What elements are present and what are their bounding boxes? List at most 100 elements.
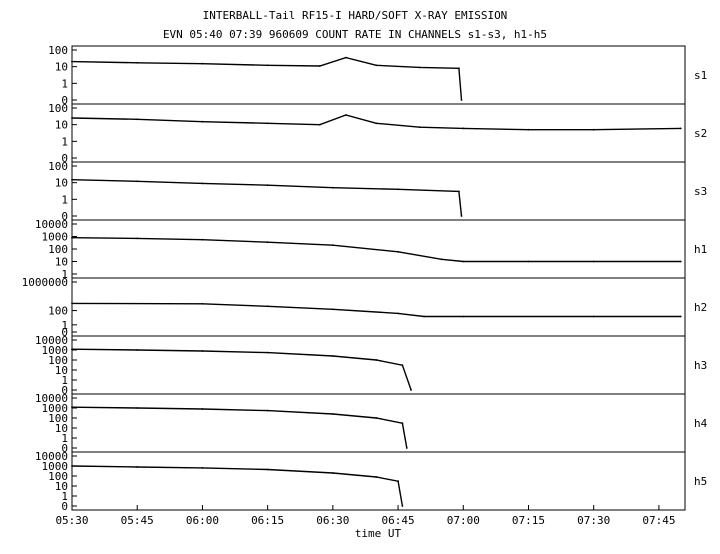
panel-label-h3: h3 xyxy=(694,359,707,372)
y-tick-label-h4: 10000 xyxy=(35,392,68,405)
data-point-s2 xyxy=(201,120,204,123)
data-point-s1 xyxy=(71,60,73,63)
y-tick-label-h1: 10000 xyxy=(35,218,68,231)
data-point-s3 xyxy=(136,180,139,183)
data-point-s1 xyxy=(345,56,347,59)
panels-group: 1001010s11001010s21001010s31000010001001… xyxy=(22,44,708,513)
y-tick-label-h5: 10000 xyxy=(35,450,68,463)
data-point-s2 xyxy=(136,118,139,121)
panel-label-h5: h5 xyxy=(694,475,707,488)
data-point-h1 xyxy=(440,258,443,261)
panel-frame-s3 xyxy=(71,161,686,221)
panel-label-h1: h1 xyxy=(694,243,707,256)
x-tick-label: 07:15 xyxy=(512,514,545,527)
panel-frame-h3 xyxy=(71,335,686,395)
y-tick-label-h3: 10000 xyxy=(35,334,68,347)
data-point-s2 xyxy=(418,126,421,129)
panel-label-h4: h4 xyxy=(694,417,708,430)
y-tick-label-h1: 1 xyxy=(61,268,68,281)
data-point-h1 xyxy=(679,260,682,263)
y-tick-label-h4: 1000 xyxy=(42,402,69,415)
data-point-h3 xyxy=(410,389,412,391)
y-tick-label-h5: 10 xyxy=(55,480,68,493)
data-point-h5 xyxy=(375,476,378,478)
panel-frame-h2 xyxy=(71,277,686,337)
panel-frame-s2 xyxy=(71,103,686,163)
y-tick-label-h5: 1000 xyxy=(42,460,69,473)
y-tick-label-h4: 0 xyxy=(61,442,68,455)
panel-frame-h4 xyxy=(71,393,686,453)
data-point-h3 xyxy=(332,355,334,357)
y-tick-label-h1: 10 xyxy=(55,256,68,269)
panel-label-h2: h2 xyxy=(694,301,707,314)
data-point-h1 xyxy=(201,238,204,241)
data-point-s2 xyxy=(71,117,73,119)
data-point-h5 xyxy=(266,468,269,471)
data-point-h5 xyxy=(136,466,139,468)
x-tick-label: 06:00 xyxy=(186,514,219,527)
data-point-s1 xyxy=(375,64,378,67)
series-line-s2 xyxy=(71,114,681,131)
data-point-h4 xyxy=(71,406,73,409)
panel-frame-h1 xyxy=(71,219,686,279)
y-tick-label-s2: 0 xyxy=(61,152,68,165)
y-tick-label-s1: 1 xyxy=(61,77,68,90)
data-point-h4 xyxy=(201,408,204,410)
y-tick-label-s3: 10 xyxy=(55,177,68,190)
data-point-h1 xyxy=(266,241,269,244)
data-point-s3 xyxy=(71,178,73,181)
data-point-s1 xyxy=(418,66,421,69)
y-tick-label-s1: 10 xyxy=(55,61,68,74)
data-point-h4 xyxy=(405,447,408,449)
series-line-s3 xyxy=(71,179,463,217)
y-tick-label-h2: 100 xyxy=(48,305,68,318)
y-tick-label-h2: 1 xyxy=(61,319,68,332)
y-tick-label-h3: 100 xyxy=(48,354,68,367)
data-point-h2 xyxy=(679,315,682,318)
data-point-h3 xyxy=(375,359,378,361)
data-point-h5 xyxy=(71,465,73,467)
data-point-s2 xyxy=(527,128,530,131)
data-point-s1 xyxy=(318,65,321,67)
data-point-h5 xyxy=(201,467,204,469)
data-point-h4 xyxy=(332,413,334,415)
data-point-s2 xyxy=(318,123,321,126)
series-line-h3 xyxy=(71,348,412,391)
data-point-h2 xyxy=(423,315,425,318)
panel-label-s3: s3 xyxy=(694,185,707,198)
data-point-h1 xyxy=(332,244,334,247)
y-tick-label-h5: 100 xyxy=(48,470,68,483)
data-point-h2 xyxy=(71,302,73,305)
y-tick-label-h4: 10 xyxy=(55,422,68,435)
data-point-h4 xyxy=(401,422,404,425)
y-tick-label-h4: 1 xyxy=(61,432,68,445)
y-tick-label-s3: 100 xyxy=(48,160,68,173)
y-tick-label-h3: 10 xyxy=(55,364,68,377)
y-tick-label-s2: 1 xyxy=(61,135,68,148)
y-tick-label-h2: 0 xyxy=(61,326,68,339)
y-tick-label-s3: 0 xyxy=(61,210,68,223)
panel-frame-h5 xyxy=(71,451,686,511)
x-axis-label: time UT xyxy=(355,527,402,540)
data-point-s2 xyxy=(679,127,682,130)
data-point-h5 xyxy=(332,472,334,474)
data-point-h3 xyxy=(71,348,73,351)
x-tick-label: 07:00 xyxy=(447,514,480,527)
series-line-h2 xyxy=(71,302,681,318)
x-tick-label: 06:15 xyxy=(251,514,284,527)
y-tick-label-s1: 100 xyxy=(48,44,68,57)
y-tick-label-s2: 10 xyxy=(55,119,68,132)
data-point-s3 xyxy=(397,188,399,191)
panel-label-s1: s1 xyxy=(694,69,707,82)
data-point-h4 xyxy=(266,409,269,412)
data-point-h2 xyxy=(397,312,399,315)
data-point-h2 xyxy=(592,315,595,318)
x-tick-label: 06:30 xyxy=(316,514,349,527)
data-point-s2 xyxy=(592,128,595,131)
